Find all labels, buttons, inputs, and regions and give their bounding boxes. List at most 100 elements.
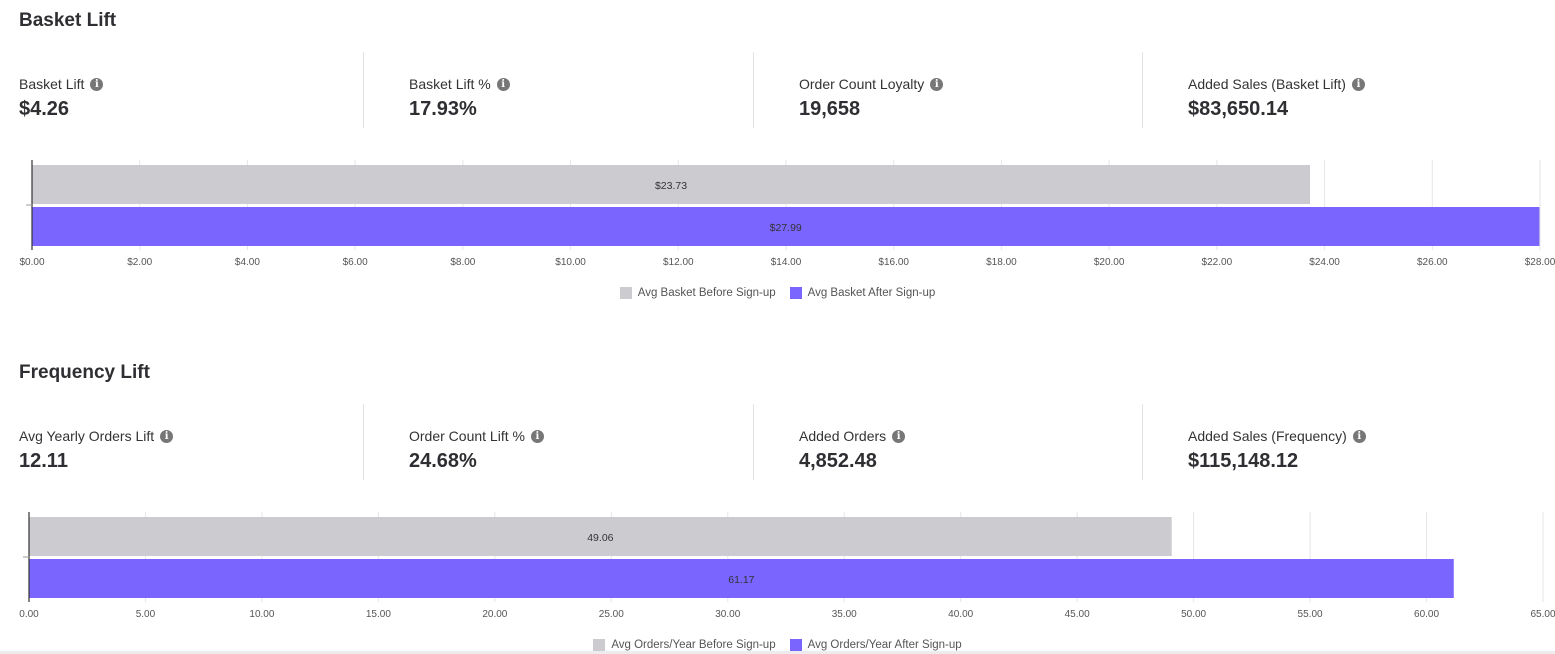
x-tick-label: $8.00 — [450, 257, 475, 268]
x-tick-label: 10.00 — [249, 609, 274, 620]
info-icon[interactable]: i — [530, 429, 544, 443]
basket-lift-title: Basket Lift — [19, 10, 117, 31]
frequency-legend: Avg Orders/Year Before Sign-up Avg Order… — [0, 639, 1555, 651]
bar-data-label: $23.73 — [655, 180, 687, 192]
info-icon[interactable]: i — [930, 77, 944, 91]
stat-label-row: Added Orders i — [799, 427, 1139, 445]
bar-data-label: $27.99 — [770, 222, 802, 234]
legend-swatch — [789, 287, 802, 299]
stat-label-row: Order Count Loyalty i — [799, 75, 1139, 93]
stat-value: $4.26 — [19, 98, 70, 120]
bottom-divider — [0, 651, 1555, 654]
stat-frequency-3: Added Sales (Frequency) i $115,148.12 — [1188, 427, 1528, 473]
x-tick-label: $24.00 — [1309, 257, 1340, 268]
stat-divider — [363, 52, 364, 128]
stat-label: Avg Yearly Orders Lift — [19, 428, 155, 444]
frequency-lift-title: Frequency Lift — [19, 362, 150, 383]
basket-legend: Avg Basket Before Sign-up Avg Basket Aft… — [0, 287, 1555, 299]
legend-item-before[interactable]: Avg Orders/Year Before Sign-up — [593, 639, 776, 651]
stat-basket-2: Order Count Loyalty i 19,658 — [799, 75, 1139, 121]
stat-divider — [363, 404, 364, 480]
x-tick-label: 40.00 — [948, 609, 973, 620]
info-icon[interactable]: i — [1351, 77, 1365, 91]
info-icon[interactable]: i — [892, 429, 906, 443]
info-icon[interactable]: i — [90, 77, 104, 91]
x-tick-label: 25.00 — [599, 609, 624, 620]
x-tick-label: 30.00 — [715, 609, 740, 620]
legend-swatch — [619, 287, 632, 299]
stat-value: 4,852.48 — [799, 450, 877, 472]
stat-value: 17.93% — [409, 98, 477, 120]
x-tick-label: 55.00 — [1298, 609, 1323, 620]
x-tick-label: $6.00 — [343, 257, 368, 268]
basket-lift-chart: $0.00 $2.00 $4.00 $6.00 $8.00 $10.00 $12.00 $14… — [19, 160, 1555, 268]
stat-value: 24.68% — [409, 450, 477, 472]
stat-frequency-2: Added Orders i 4,852.48 — [799, 427, 1139, 473]
stat-label: Basket Lift — [19, 76, 85, 92]
stat-label: Added Orders — [799, 428, 887, 444]
stat-frequency-0: Avg Yearly Orders Lift i 12.11 — [19, 427, 359, 473]
legend-label: Avg Basket After Sign-up — [807, 287, 936, 299]
x-tick-label: 45.00 — [1065, 609, 1090, 620]
bar-data-label: 49.06 — [587, 532, 613, 544]
x-tick-label: $18.00 — [986, 257, 1017, 268]
info-icon[interactable]: i — [1352, 429, 1366, 443]
bar-data-label: 61.17 — [728, 574, 754, 586]
stat-label: Basket Lift % — [409, 76, 491, 92]
x-tick-label: $14.00 — [771, 257, 802, 268]
x-tick-label: 35.00 — [832, 609, 857, 620]
stat-label: Added Sales (Frequency) — [1188, 428, 1347, 444]
stat-label: Order Count Loyalty — [799, 76, 925, 92]
x-tick-label: $28.00 — [1525, 257, 1555, 268]
x-tick-label: 15.00 — [366, 609, 391, 620]
bar-before — [32, 165, 1311, 204]
x-tick-label: $2.00 — [127, 257, 152, 268]
legend-label: Avg Basket Before Sign-up — [637, 287, 776, 299]
stat-value: 12.11 — [19, 450, 68, 472]
x-tick-label: 5.00 — [136, 609, 156, 620]
stat-label-row: Basket Lift % i — [409, 75, 749, 93]
x-tick-label: $12.00 — [663, 257, 694, 268]
stat-basket-1: Basket Lift % i 17.93% — [409, 75, 749, 121]
x-tick-label: 65.00 — [1530, 609, 1555, 620]
legend-item-before[interactable]: Avg Basket Before Sign-up — [619, 287, 776, 299]
x-tick-label: $4.00 — [235, 257, 260, 268]
stat-divider — [753, 52, 754, 128]
x-tick-label: $0.00 — [19, 257, 44, 268]
x-tick-label: $20.00 — [1094, 257, 1125, 268]
stat-divider — [1142, 404, 1143, 480]
stat-divider — [753, 404, 754, 480]
stat-basket-0: Basket Lift i $4.26 — [19, 75, 359, 121]
legend-swatch — [789, 639, 802, 651]
info-icon[interactable]: i — [160, 429, 174, 443]
legend-label: Avg Orders/Year After Sign-up — [807, 639, 962, 651]
stat-label-row: Basket Lift i — [19, 75, 359, 93]
bar-before — [29, 517, 1172, 556]
x-tick-label: $16.00 — [878, 257, 909, 268]
stat-basket-3: Added Sales (Basket Lift) i $83,650.14 — [1188, 75, 1528, 121]
x-tick-label: $22.00 — [1202, 257, 1233, 268]
bar-after — [29, 559, 1454, 598]
legend-item-after[interactable]: Avg Basket After Sign-up — [789, 287, 936, 299]
x-tick-label: 0.00 — [19, 609, 39, 620]
stat-frequency-1: Order Count Lift % i 24.68% — [409, 427, 749, 473]
stat-value: $83,650.14 — [1188, 98, 1289, 120]
legend-item-after[interactable]: Avg Orders/Year After Sign-up — [789, 639, 962, 651]
info-icon[interactable]: i — [496, 77, 510, 91]
stat-value: 19,658 — [799, 98, 861, 120]
frequency-lift-chart: 0.00 5.00 10.00 15.00 20.00 25.00 30.00 35.00 40… — [19, 512, 1555, 620]
x-tick-label: $26.00 — [1417, 257, 1448, 268]
legend-label: Avg Orders/Year Before Sign-up — [611, 639, 776, 651]
stat-label: Added Sales (Basket Lift) — [1188, 76, 1346, 92]
bar-after — [32, 207, 1540, 246]
x-tick-label: 50.00 — [1181, 609, 1206, 620]
stat-divider — [1142, 52, 1143, 128]
stat-label-row: Order Count Lift % i — [409, 427, 749, 445]
stat-label-row: Avg Yearly Orders Lift i — [19, 427, 359, 445]
stat-value: $115,148.12 — [1188, 450, 1299, 472]
stat-label: Order Count Lift % — [409, 428, 525, 444]
legend-swatch — [593, 639, 606, 651]
x-tick-label: 20.00 — [482, 609, 507, 620]
stat-label-row: Added Sales (Basket Lift) i — [1188, 75, 1528, 93]
x-tick-label: 60.00 — [1414, 609, 1439, 620]
